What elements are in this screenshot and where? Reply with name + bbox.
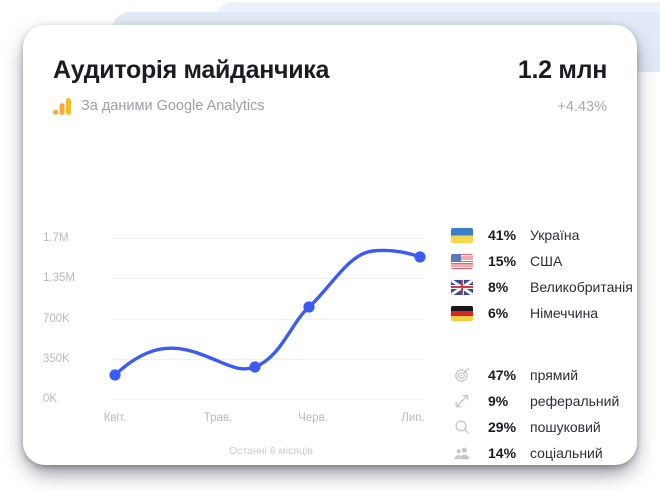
countries-list: 41% Україна 15% США 8% Великобританія (451, 222, 633, 326)
flag-germany-icon (451, 305, 473, 321)
flag-ukraine-icon (451, 227, 473, 243)
x-axis-tick-0: Квіт. (103, 412, 127, 424)
list-item[interactable]: 15% США (451, 248, 633, 274)
people-icon (451, 445, 473, 461)
target-icon (451, 367, 473, 383)
card-header: Аудиторія майданчика За даними Google An… (53, 55, 607, 116)
y-axis-tick-1: 1.35M (43, 272, 75, 284)
data-point-0 (109, 369, 121, 381)
country-name: Німеччина (530, 305, 599, 321)
y-axis-tick-0: 1.7M (43, 232, 69, 244)
x-axis-tick-3: Лип. (401, 412, 425, 424)
x-axis-tick-2: Черв. (298, 412, 328, 424)
data-point-1 (249, 361, 261, 373)
source-name: пошуковий (530, 419, 601, 435)
audience-line-chart: 1.7M 1.35M 700K 350K 0K (43, 195, 433, 457)
total-audience-value: 1.2 млн (517, 56, 607, 84)
chart-line-series (113, 248, 422, 377)
chart-data-points (109, 251, 426, 381)
flag-usa-icon (451, 253, 473, 269)
country-percent: 15% (488, 253, 517, 269)
source-name: соціальний (530, 445, 603, 461)
source-percent: 14% (488, 445, 517, 461)
y-axis-tick-3: 350K (43, 353, 70, 365)
list-item[interactable]: 6% Німеччина (451, 300, 633, 326)
header-left: Аудиторія майданчика За даними Google An… (53, 55, 329, 115)
source-percent: 29% (488, 419, 517, 435)
x-axis-tick-1: Трав. (203, 412, 233, 424)
list-item[interactable]: 41% Україна (451, 222, 633, 248)
source-percent: 9% (488, 393, 509, 409)
list-item[interactable]: 8% Великобританія (451, 274, 633, 300)
page-title: Аудиторія майданчика (53, 56, 330, 84)
chart-plot-area (109, 238, 426, 400)
list-item[interactable]: 47% прямий (451, 362, 619, 388)
list-item[interactable]: 29% пошуковий (451, 414, 619, 440)
referral-arrows-icon (451, 393, 473, 409)
change-percent-value: +4.43% (557, 99, 607, 115)
chart-gridlines (111, 238, 425, 400)
list-item[interactable]: 14% соціальний (451, 440, 619, 465)
y-axis-tick-2: 700K (43, 313, 70, 325)
country-percent: 6% (488, 305, 509, 321)
source-name: реферальний (530, 393, 620, 409)
analytics-card: Аудиторія майданчика За даними Google An… (23, 25, 637, 465)
google-analytics-icon (53, 98, 71, 115)
flag-uk-icon (451, 279, 473, 295)
list-item[interactable]: 9% реферальний (451, 388, 619, 414)
traffic-sources-list: 47% прямий 9% реферальний (451, 362, 619, 465)
country-percent: 41% (488, 227, 517, 243)
country-name: Великобританія (530, 279, 633, 295)
y-axis-tick-4: 0K (43, 393, 58, 405)
data-source-row: За даними Google Analytics (53, 98, 329, 115)
source-percent: 47% (488, 367, 517, 383)
source-name: прямий (530, 367, 579, 383)
search-icon (451, 419, 473, 435)
country-percent: 8% (488, 279, 509, 295)
country-name: США (530, 253, 563, 269)
chart-caption: Останні 6 місяців (229, 445, 313, 457)
header-right: 1.2 млн +4.43% (518, 55, 607, 116)
data-point-3 (414, 251, 426, 263)
data-source-label: За даними Google Analytics (81, 98, 265, 114)
country-name: Україна (530, 227, 580, 243)
data-point-2 (303, 301, 315, 313)
